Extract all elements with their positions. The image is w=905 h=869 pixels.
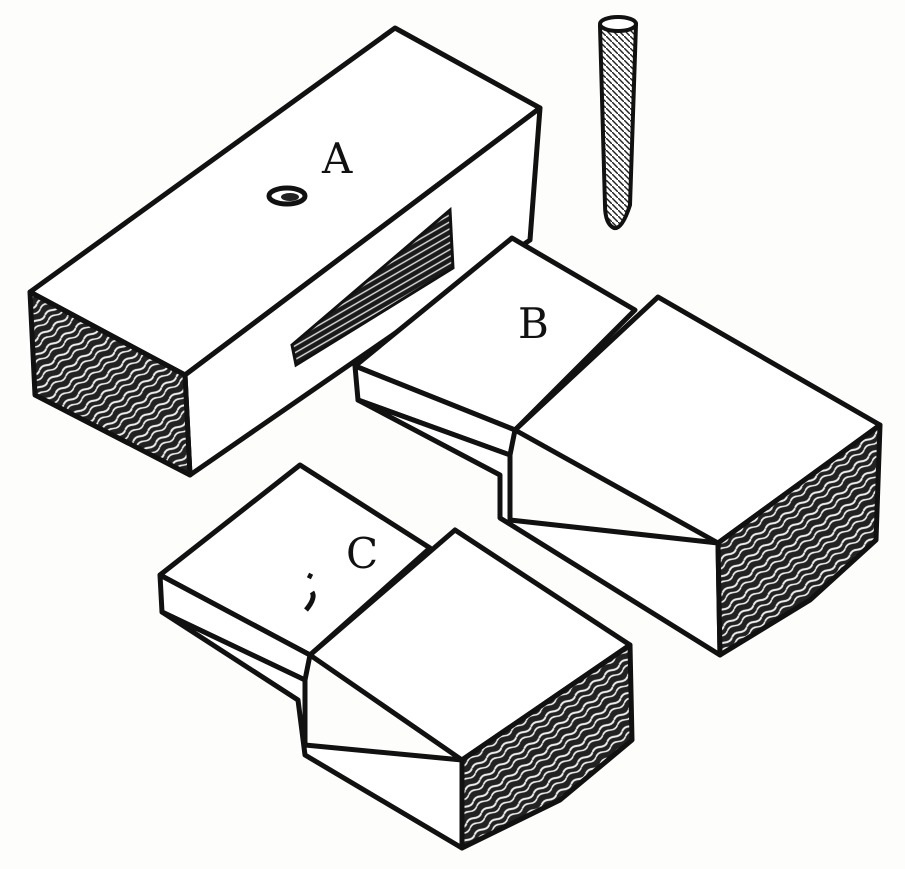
piece-a-mortise-block bbox=[27, 25, 543, 478]
piece-b-tenon bbox=[352, 235, 883, 658]
peg-top bbox=[598, 15, 638, 33]
label-c: C bbox=[346, 529, 378, 578]
peg-body bbox=[597, 18, 639, 231]
piece-a-mortise-slot bbox=[290, 206, 455, 368]
label-a: A bbox=[321, 134, 353, 183]
piece-b-end-grain bbox=[715, 422, 883, 658]
piece-c-pencil-mark bbox=[304, 572, 316, 612]
piece-c-tenon bbox=[157, 462, 635, 851]
piece-c-end-grain bbox=[459, 642, 635, 851]
piece-a-end-grain bbox=[27, 289, 193, 478]
wooden-peg bbox=[597, 15, 639, 231]
label-b: B bbox=[518, 299, 549, 348]
piece-a-peg-hole-shadow bbox=[281, 193, 299, 201]
